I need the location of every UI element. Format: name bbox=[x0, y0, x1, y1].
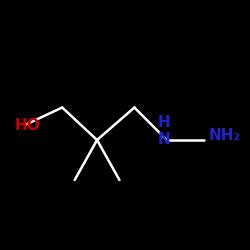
Text: HO: HO bbox=[14, 118, 40, 132]
Text: N: N bbox=[158, 132, 171, 148]
Text: NH₂: NH₂ bbox=[209, 128, 241, 142]
Text: H: H bbox=[158, 115, 171, 130]
